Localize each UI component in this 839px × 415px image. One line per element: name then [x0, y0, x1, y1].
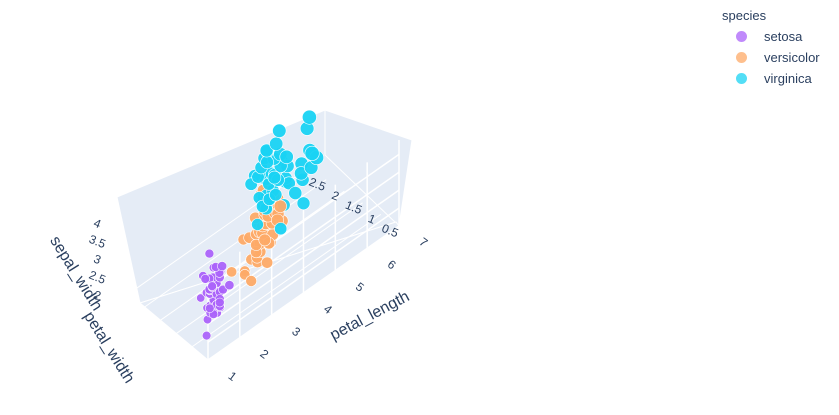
y-tick-label: 0.5 — [380, 221, 401, 240]
z-tick-label: 4 — [92, 216, 104, 232]
data-point-setosa — [217, 261, 228, 272]
data-point-setosa — [204, 248, 215, 259]
gridline-petal-width — [171, 202, 363, 338]
data-point-versicolor — [273, 199, 287, 213]
gridline-sepal-width — [207, 153, 400, 289]
data-point-versicolor — [245, 275, 257, 287]
data-point-versicolor — [261, 256, 274, 269]
legend-marker-versicolor — [736, 52, 747, 63]
data-point-setosa — [215, 297, 225, 308]
data-point-setosa — [201, 330, 212, 341]
data-point-setosa — [224, 280, 235, 291]
data-point-setosa — [200, 274, 211, 284]
data-point-virginica — [269, 188, 283, 202]
data-point-versicolor — [258, 233, 272, 247]
data-point-virginica — [279, 149, 294, 164]
y-tick-label: 1.5 — [343, 198, 364, 217]
data-point-virginica — [274, 222, 288, 236]
data-point-virginica — [296, 196, 311, 211]
gridline-sepal-width — [207, 207, 400, 343]
legend-label-versicolor: versicolor — [764, 50, 820, 65]
z-tick-label: 2.5 — [87, 268, 108, 287]
legend: species setosa versicolor virginica — [722, 6, 837, 89]
legend-item-versicolor[interactable]: versicolor — [722, 47, 837, 68]
data-point-virginica — [304, 145, 320, 161]
x-tick-label: 1 — [226, 369, 240, 384]
data-point-virginica — [288, 186, 303, 200]
z-tick-label: 2 — [92, 287, 104, 303]
gridline-petal-width — [189, 213, 382, 349]
legend-label-setosa: setosa — [764, 29, 803, 44]
legend-item-setosa[interactable]: setosa — [722, 26, 837, 47]
gridline-sepal-width — [207, 225, 400, 361]
gridline-sepal-width — [207, 189, 400, 325]
gridlines — [116, 140, 400, 361]
data-point-virginica — [251, 218, 264, 231]
legend-title: species — [722, 8, 767, 23]
data-point-virginica — [269, 136, 284, 151]
x-tick-label: 3 — [289, 324, 303, 339]
legend-label-virginica: virginica — [764, 71, 812, 86]
z-tick-label: 3.5 — [87, 232, 108, 251]
x-tick-label: 2 — [257, 346, 271, 361]
data-point-virginica — [259, 143, 274, 158]
data-point-setosa — [196, 293, 206, 303]
legend-marker-setosa — [736, 31, 747, 42]
x-axis-title: petal_length — [327, 288, 412, 344]
x-tick-label: 7 — [417, 235, 431, 250]
data-point-virginica — [272, 123, 287, 138]
gridline-sepal-width — [207, 171, 400, 307]
data-points — [196, 109, 324, 341]
data-point-versicolor — [226, 266, 238, 278]
data-point-virginica — [267, 170, 282, 185]
x-tick-label: 5 — [353, 279, 367, 294]
x-tick-label: 6 — [385, 257, 399, 272]
data-point-virginica — [260, 155, 274, 169]
gridline-petal-width — [134, 179, 327, 315]
data-point-setosa — [207, 281, 217, 292]
legend-marker-virginica — [736, 73, 747, 84]
y-tick-label: 1 — [366, 211, 378, 227]
y-tick-label: 2.5 — [307, 175, 328, 194]
x-tick-label: 4 — [321, 302, 335, 317]
legend-item-virginica[interactable]: virginica — [722, 68, 837, 89]
y-axis-title: petal_width — [80, 309, 137, 387]
y-tick-label: 2 — [330, 188, 342, 204]
data-point-setosa — [205, 303, 215, 313]
data-point-virginica — [301, 109, 317, 125]
z-tick-label: 3 — [92, 252, 104, 268]
